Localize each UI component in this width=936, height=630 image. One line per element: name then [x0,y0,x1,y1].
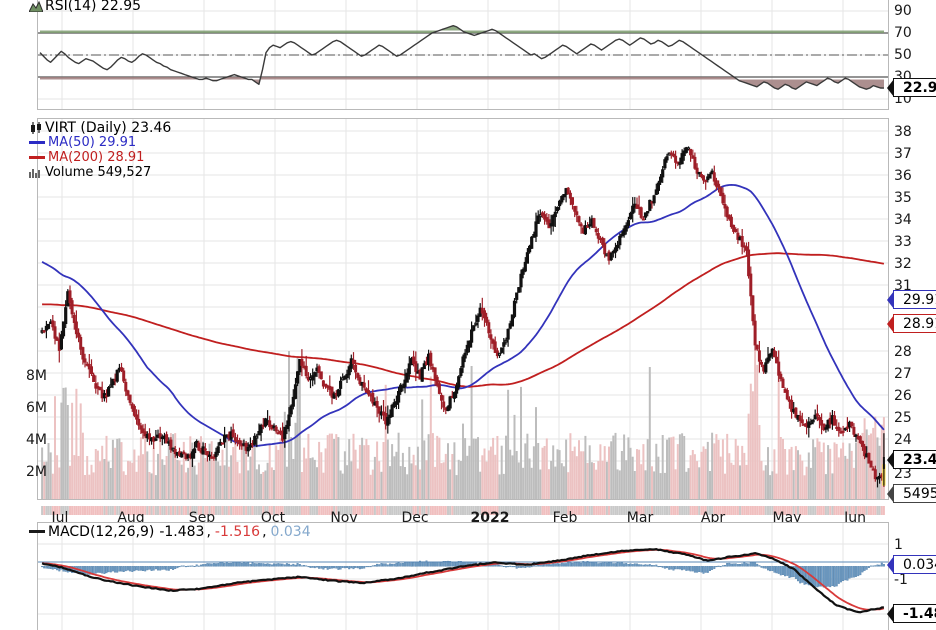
macd-signal-line [42,548,885,611]
candlesticks [40,146,886,488]
volume-ytick-8m: 8M [26,368,47,384]
price-ytick-34: 34 [894,212,912,228]
ma200-line [42,252,885,388]
volume-ytick-2m: 2M [26,464,47,480]
price-legend: VIRT (Daily) 23.46 MA(50) 29.91 MA(200) … [29,120,171,180]
price-plot-area[interactable] [37,118,889,500]
volume-legend-text: Volume 549,527 [45,164,152,180]
macd-legend-value: -1.483 [159,523,205,540]
price-grid [37,118,889,500]
ma200-swatch-icon [29,156,45,159]
macd-hist-flag: 0.034 [887,555,936,574]
macd-flag-text: -1.483 [903,605,936,622]
macd-histogram [41,560,885,588]
rsi-plot-area[interactable] [37,0,889,110]
rsi-panel: RSI(14) 22.95 90 70 50 30 10 22.95 [0,0,936,112]
rsi-legend-text: RSI(14) 22.95 [45,0,142,14]
rsi-ytick-50: 50 [894,47,912,63]
macd-hist-flag-text: 0.034 [903,556,936,573]
macd-grid [37,522,889,630]
rsi-ytick-70: 70 [894,25,912,41]
price-ytick-25: 25 [894,410,912,426]
macd-legend-signal: -1.516 [214,523,261,540]
macd-ytick-1: 1 [894,537,903,553]
area-chart-icon [28,0,44,12]
rsi-flag-text: 22.95 [903,79,936,96]
macd-swatch-icon [29,530,45,533]
volume-ytick-4m: 4M [26,432,47,448]
ma50-value-flag: 29.91 [887,290,936,309]
bar-chart-icon [29,167,43,179]
ma50-swatch-icon [29,141,45,144]
rsi-line [39,25,885,90]
macd-value-flag: -1.483 [887,604,936,623]
price-ytick-38: 38 [894,124,912,140]
ma50-legend: MA(50) 29.91 [29,135,171,150]
rsi-oversold-fill [40,77,884,90]
rsi-value-flag: 22.95 [887,78,936,97]
price-ytick-32: 32 [894,256,912,272]
price-ytick-24: 24 [894,432,912,448]
macd-legend: MACD(12,26,9) -1.483 , -1.516 , 0.034 [29,524,311,539]
ma50-legend-text: MA(50) 29.91 [48,134,137,150]
macd-svg [37,522,889,630]
price-legend-main: VIRT (Daily) 23.46 [29,120,171,135]
price-svg [37,118,889,500]
price-ytick-36: 36 [894,168,912,184]
price-value-flag: 23.46 [887,450,936,469]
volume-legend: Volume 549,527 [29,165,171,180]
macd-legend-row: MACD(12,26,9) -1.483 , -1.516 , 0.034 [29,524,311,539]
rsi-overbought-fill [40,25,884,33]
price-ytick-28: 28 [894,344,912,360]
macd-ytick-neg1: -1 [894,572,908,588]
macd-plot-area[interactable] [37,522,889,630]
volume-flag-text: 549527 [903,485,936,502]
volume-ytick-6m: 6M [26,400,47,416]
macd-legend-name: MACD(12,26,9) [48,523,155,540]
price-ytick-23: 23 [894,466,912,482]
date-color-strip [37,500,889,515]
price-ytick-35: 35 [894,190,912,206]
ma200-legend-text: MA(200) 28.91 [48,149,145,165]
price-ytick-37: 37 [894,146,912,162]
rsi-legend: RSI(14) 22.95 [28,0,142,14]
price-panel: VIRT (Daily) 23.46 MA(50) 29.91 MA(200) … [0,118,936,503]
price-flag-text: 23.46 [903,451,936,468]
price-ytick-27: 27 [894,366,912,382]
ma200-legend: MA(200) 28.91 [29,150,171,165]
ma200-flag-text: 28.91 [903,315,936,332]
macd-panel: MACD(12,26,9) -1.483 , -1.516 , 0.034 1 … [0,522,936,630]
ma50-line [41,183,885,447]
macd-legend-hist: 0.034 [270,523,311,540]
rsi-ytick-90: 90 [894,3,912,19]
price-ytick-33: 33 [894,234,912,250]
macd-line [41,547,884,614]
price-ytick-26: 26 [894,388,912,404]
rsi-svg [37,0,889,110]
candlestick-icon [29,121,43,134]
rsi-legend-row: RSI(14) 22.95 [28,0,142,14]
ma200-value-flag: 28.91 [887,314,936,333]
price-legend-text: VIRT (Daily) 23.46 [45,119,172,136]
ma50-flag-text: 29.91 [903,291,936,308]
volume-value-flag: 549527 [887,484,936,503]
